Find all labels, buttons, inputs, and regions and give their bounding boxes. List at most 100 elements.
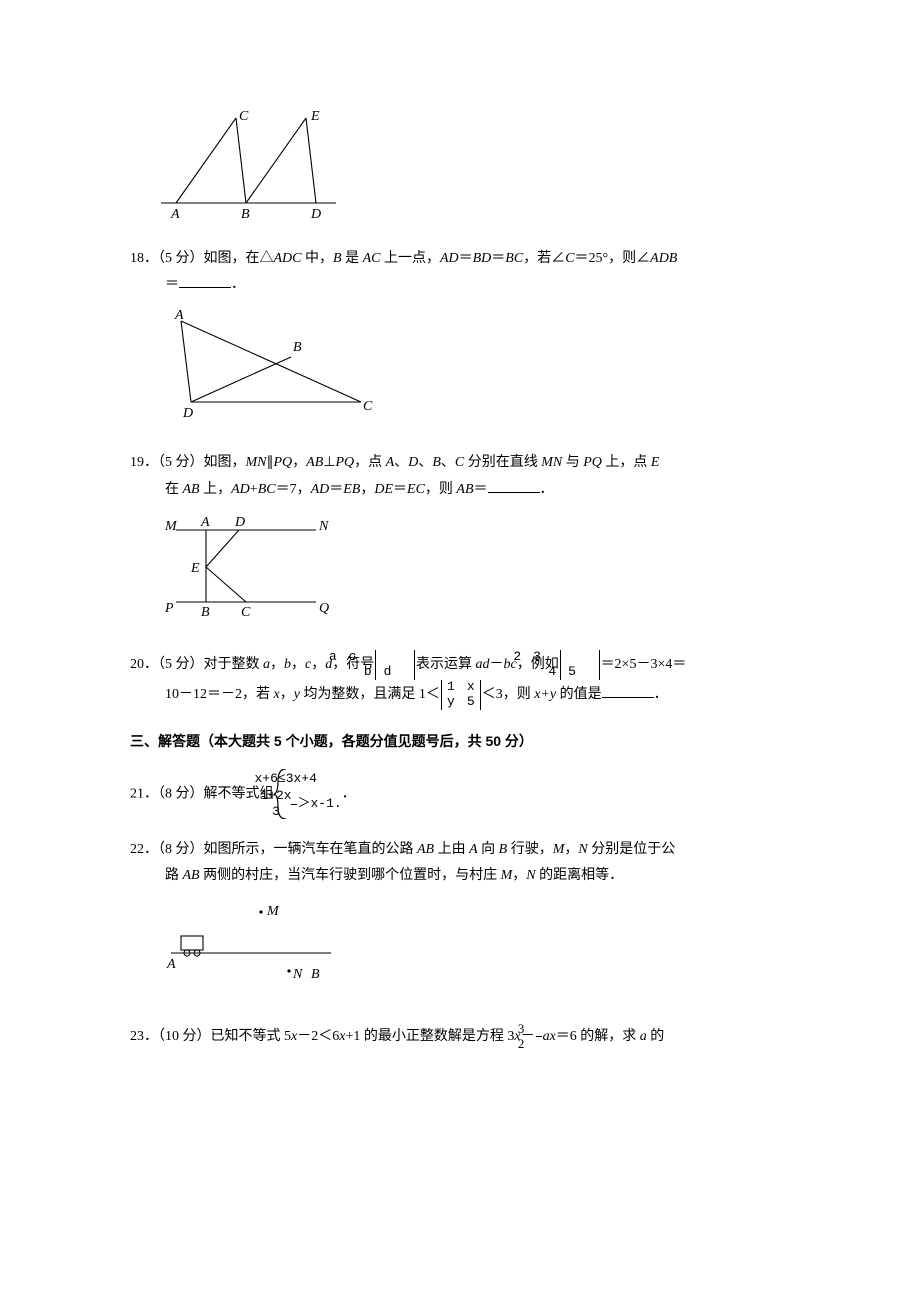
p19-eq2: ＝ — [393, 482, 407, 497]
p19-ca: 在 — [165, 482, 183, 497]
p20-mtx2: 2 34 5 — [560, 650, 600, 680]
fig18-A: A — [174, 308, 184, 323]
fig18-B: B — [293, 340, 302, 355]
fig19-P: P — [164, 601, 174, 616]
p20-cd: 的值是 — [556, 687, 602, 702]
figure-18: A B C D — [161, 307, 790, 433]
problem-19-text: 19．（5 分）如图，MN∥PQ，AB⊥PQ，点 A、D、B、C 分别在直线 M… — [130, 450, 790, 477]
p22-cb: 两侧的村庄，当汽车行驶到哪个位置时，与村庄 — [200, 868, 501, 883]
p22-tc: 向 — [478, 842, 499, 857]
p19-par: ∥ — [267, 455, 274, 470]
fig18-C: C — [363, 399, 373, 414]
p23-tb: －2＜6 — [297, 1029, 339, 1044]
fig22-A: A — [166, 957, 176, 972]
p20-ta: 对于整数 — [204, 657, 264, 672]
p22-tb: 上由 — [434, 842, 469, 857]
p20-c4: ， — [280, 687, 294, 702]
p19-s2: 、 — [418, 455, 432, 470]
problem-18-text: 18．（5 分）如图，在△ADC 中，B 是 AC 上一点，AD＝BD＝BC，若… — [130, 246, 790, 273]
p19-ab: AB — [306, 455, 323, 470]
fig22-B: B — [311, 967, 320, 982]
p19-s3: 、 — [441, 455, 455, 470]
p20-mtx3: 1 xy 5 — [441, 680, 481, 710]
p21-num2: 1+2x — [291, 789, 297, 804]
p22-num: 22． — [130, 842, 158, 857]
section-3-header: 三、解答题（本大题共 5 个小题，各题分值见题号后，共 50 分） — [130, 728, 790, 755]
p19-perp: ⊥ — [323, 455, 335, 470]
p22-m2: M — [501, 868, 513, 883]
m1-12: c — [364, 650, 376, 665]
p19-c1: ， — [292, 455, 306, 470]
p20-c2: ， — [291, 657, 305, 672]
p22-a: A — [469, 842, 478, 857]
p20-num: 20． — [130, 657, 158, 672]
m3-21: y — [445, 695, 457, 710]
problem-23-text: 23．（10 分）已知不等式 5x－2＜6x+1 的最小正整数解是方程 3x－3… — [130, 1022, 790, 1052]
p21-den2: 3 — [291, 805, 297, 819]
p21-l2t: ＞x-1. — [298, 797, 342, 812]
p18-tb: 中， — [302, 251, 334, 266]
fig18-D: D — [182, 406, 193, 421]
fig19-E: E — [190, 561, 200, 576]
problem-20: 20．（5 分）对于整数 a，b，c，d，符号a cb d表示运算 ad－bc，… — [130, 650, 790, 710]
p23-a2: a — [640, 1029, 647, 1044]
p23-ax: ax — [543, 1029, 556, 1044]
fig19-Q: Q — [319, 601, 329, 616]
p22-ta: 如图所示，一辆汽车在笔直的公路 — [204, 842, 418, 857]
p20-c3: ， — [311, 657, 325, 672]
p18-tf: ＝25°，则∠ — [575, 251, 651, 266]
p19-eq3: ＝ — [474, 482, 488, 497]
fig17-label-B: B — [241, 207, 250, 222]
p21-system: x+6≤3x+4 1+2x3＞x-1. — [274, 769, 342, 819]
fig19-B: B — [201, 605, 210, 620]
p22-n: N — [578, 842, 587, 857]
p22-c2: ， — [512, 868, 526, 883]
p19-d: D — [408, 455, 418, 470]
p20-pts: （5 分） — [158, 657, 204, 672]
p18-e2: ＝ — [491, 251, 505, 266]
p18-c: C — [565, 251, 574, 266]
p18-td: 上一点， — [380, 251, 440, 266]
problem-18-cont: ＝． — [130, 272, 790, 299]
p22-cc: 的距离相等． — [536, 868, 624, 883]
fig22-N: N — [292, 967, 303, 982]
figure-19: M A D N E P B C Q — [161, 512, 790, 633]
p19-pq2: PQ — [335, 455, 354, 470]
p21-frac: 1+2x3 — [291, 789, 297, 819]
p18-num: 18． — [130, 251, 158, 266]
p19-ab2: AB — [183, 482, 200, 497]
p19-mn2: MN — [541, 455, 562, 470]
p19-per: ． — [540, 482, 554, 497]
p22-c1: ， — [564, 842, 578, 857]
p23-frac: 32 — [536, 1022, 542, 1052]
p19-e7: ＝7， — [276, 482, 311, 497]
fig17-label-E: E — [310, 109, 320, 124]
p20-cc: ＜3，则 — [482, 687, 535, 702]
p18-bc: BC — [505, 251, 523, 266]
p18-blank — [179, 273, 231, 288]
problem-22: 22．（8 分）如图所示，一辆汽车在笔直的公路 AB 上由 A 向 B 行驶，M… — [130, 837, 790, 1004]
fig22-M: M — [266, 904, 280, 919]
p19-tc: 分别在直线 — [464, 455, 541, 470]
p18-ceq: ＝ — [165, 277, 179, 292]
problem-22-cont: 路 AB 两侧的村庄，当汽车行驶到哪个位置时，与村庄 M，N 的距离相等． — [130, 863, 790, 890]
p18-adc: ADC — [274, 251, 302, 266]
fig19-A: A — [200, 515, 210, 530]
problem-19: 19．（5 分）如图，MN∥PQ，AB⊥PQ，点 A、D、B、C 分别在直线 M… — [130, 450, 790, 632]
m2-12: 3 — [549, 650, 561, 665]
p19-tb: ，点 — [354, 455, 386, 470]
p20-ad: ad — [476, 657, 490, 672]
p19-ad2: AD — [311, 482, 330, 497]
figure-22: M A N B — [161, 898, 790, 1004]
p19-num: 19． — [130, 455, 158, 470]
p21-num: 21． — [130, 786, 158, 801]
p20-a: a — [263, 657, 270, 672]
p20-cb: 均为整数，且满足 1＜ — [300, 687, 440, 702]
p18-ad: AD — [440, 251, 459, 266]
p23-pts: （10 分） — [158, 1029, 211, 1044]
p18-bd: BD — [473, 251, 492, 266]
p20-c1: ， — [270, 657, 284, 672]
fig17-label-C: C — [239, 109, 249, 124]
p20-tc: 表示运算 — [416, 657, 476, 672]
p19-pts: （5 分） — [158, 455, 204, 470]
